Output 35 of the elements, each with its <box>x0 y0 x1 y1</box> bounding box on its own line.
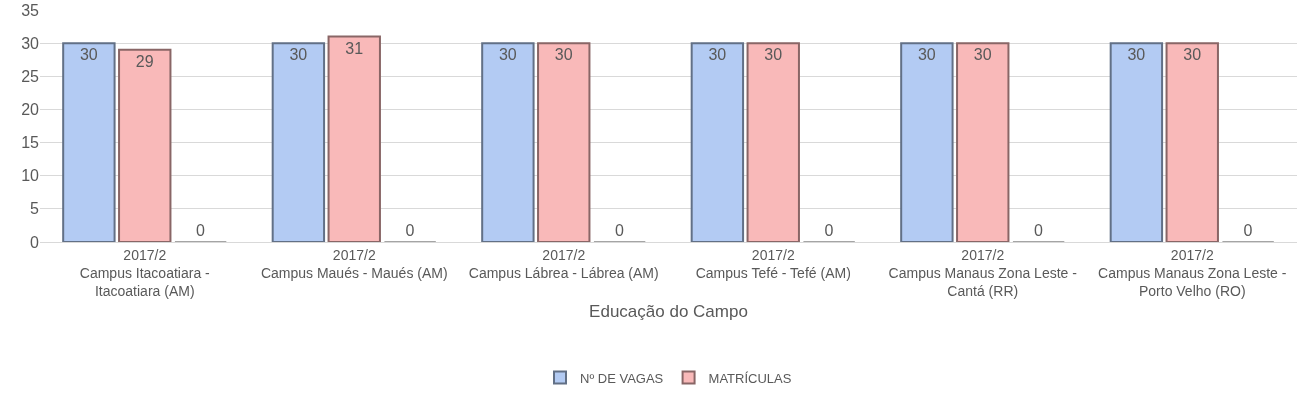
x-tick-label: 2017/2 Campus Tefé - Tefé (AM) <box>695 246 851 281</box>
data-label: 0 <box>824 222 834 239</box>
data-label: 30 <box>79 46 98 64</box>
data-label: 30 <box>708 46 727 64</box>
x-tick-label: 2017/2 Campus Manaus Zona Leste - Cantá (RR) <box>888 246 1078 300</box>
y-tick-label: 20 <box>21 101 40 119</box>
x-axis-title: Educação do Campo <box>589 301 748 321</box>
x-tick-label: 2017/2 Campus Maués - Maués (AM) <box>260 246 448 281</box>
data-label: 0 <box>1034 222 1044 239</box>
data-label: 30 <box>973 46 992 64</box>
data-label: 30 <box>498 46 517 64</box>
y-tick-label: 0 <box>30 233 40 251</box>
y-tick-label: 35 <box>21 1 40 19</box>
x-tick-label: 2017/2 Campus Lábrea - Lábrea (AM) <box>468 246 659 281</box>
y-tick-label: 25 <box>21 67 40 85</box>
y-tick-label: 5 <box>30 200 40 218</box>
data-label: 30 <box>917 46 936 64</box>
data-label: 0 <box>196 222 206 239</box>
data-label: 30 <box>1183 46 1202 64</box>
legend-label: MATRÍCULAS <box>708 370 792 386</box>
y-tick-label: 10 <box>21 167 40 185</box>
data-label: 31 <box>345 39 364 57</box>
data-label: 30 <box>1127 46 1146 64</box>
data-label: 30 <box>554 46 573 64</box>
data-label: 0 <box>1243 222 1253 239</box>
y-tick-label: 15 <box>21 134 40 152</box>
legend-label: Nº DE VAGAS <box>580 370 664 386</box>
x-tick-label: 2017/2 Campus Itacoatiara - Itacoatiara (AM) <box>79 246 211 300</box>
data-label: 29 <box>135 52 154 70</box>
x-tick-label: 2017/2 Campus Manaus Zona Leste - Porto Velho (RO) <box>1098 246 1287 300</box>
data-label: 0 <box>405 222 415 239</box>
data-label: 30 <box>289 46 308 64</box>
data-label: 0 <box>615 222 625 239</box>
y-tick-label: 30 <box>21 34 40 52</box>
data-label: 30 <box>764 46 783 64</box>
